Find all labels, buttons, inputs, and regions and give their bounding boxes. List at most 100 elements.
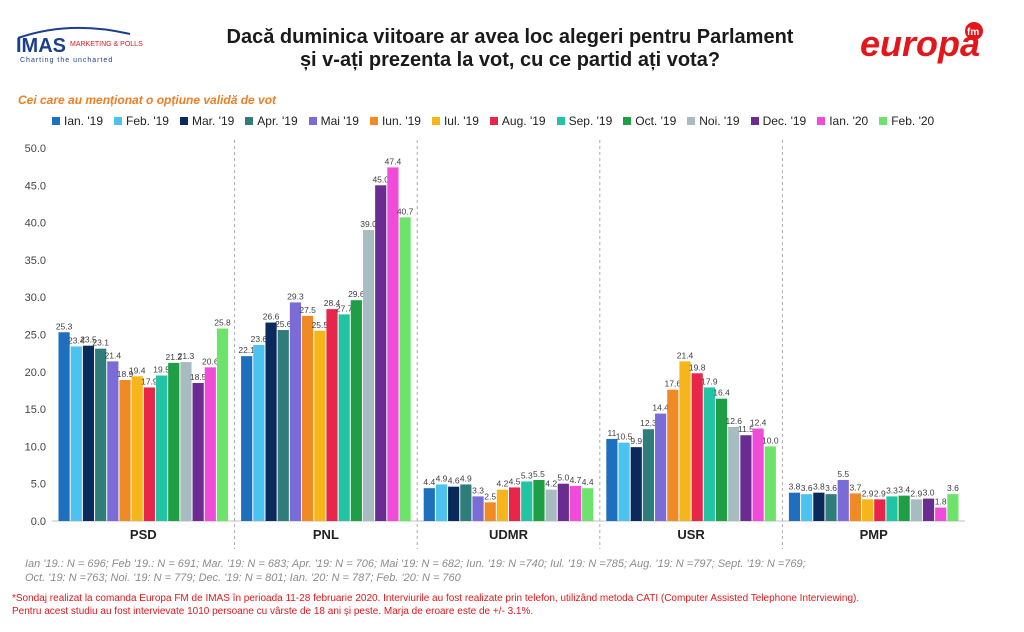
bar	[630, 447, 642, 521]
category-label: USR	[677, 527, 705, 542]
data-label: 5.0	[557, 473, 569, 483]
data-label: 21.4	[677, 350, 694, 360]
legend-swatch	[623, 117, 632, 125]
data-label: 29.6	[348, 289, 365, 299]
data-label: 40.7	[397, 206, 414, 216]
y-tick-label: 5.0	[31, 479, 46, 491]
bar	[314, 330, 326, 521]
bar	[131, 376, 143, 521]
data-label: 3.6	[825, 483, 837, 493]
legend-item: Mar. '19	[179, 114, 235, 128]
bar	[302, 315, 314, 521]
category-label: UDMR	[489, 527, 529, 542]
bar	[326, 309, 338, 521]
methodology-note: *Sondaj realizat la comanda Europa FM de…	[12, 592, 1012, 618]
legend-swatch	[369, 117, 378, 125]
data-label: 4.7	[570, 475, 582, 485]
data-label: 29.3	[287, 291, 304, 301]
bar	[119, 380, 131, 521]
bar	[606, 438, 618, 521]
bar	[874, 499, 886, 521]
y-tick-label: 35.0	[25, 255, 46, 267]
bar	[898, 495, 910, 521]
legend-swatch	[114, 117, 122, 125]
data-label: 12.4	[750, 417, 767, 427]
bar	[107, 361, 119, 521]
data-label: 19.8	[689, 362, 706, 372]
imas-logo-text: IMAS	[16, 35, 66, 57]
bar	[703, 387, 715, 521]
legend-label: Dec. '19	[762, 114, 807, 128]
legend-swatch	[308, 117, 317, 125]
data-label: 1.8	[935, 497, 947, 507]
data-label: 22.1	[238, 345, 255, 355]
bar-chart: 0.0 5.0 10.0 15.0 20.0 25.0 30.0 35.0 40.0 45.0 50…	[25, 140, 965, 549]
bar	[728, 427, 740, 521]
methodology-line-1: *Sondaj realizat la comanda Europa FM de…	[12, 593, 860, 604]
data-label: 23.4	[68, 335, 85, 345]
bar	[533, 479, 545, 521]
data-label: 28.4	[324, 298, 341, 308]
bar	[399, 217, 411, 521]
data-label: 3.6	[801, 483, 813, 493]
legend-label: Mar. '19	[191, 114, 235, 128]
bar	[375, 185, 387, 522]
data-label: 19.4	[129, 365, 146, 375]
legend-swatch	[52, 117, 60, 125]
data-label: 2.9	[874, 488, 886, 498]
legend-swatch	[245, 117, 254, 125]
legend-label: Iun. '19	[381, 114, 421, 128]
bar	[947, 494, 959, 521]
data-label: 3.3	[886, 485, 898, 495]
bar	[350, 300, 362, 521]
legend-item: Ian. '20	[817, 114, 868, 128]
data-label: 17.9	[701, 376, 718, 386]
data-label: 14.4	[652, 403, 669, 413]
bar	[509, 487, 521, 521]
bar	[801, 494, 813, 521]
data-label: 4.2	[545, 479, 557, 489]
sample-size-note: Ian '19.: N = 696; Feb '19.: N = 691; Ma…	[25, 557, 945, 585]
bar	[472, 496, 484, 521]
bar	[95, 348, 107, 521]
data-label: 45.0	[372, 174, 389, 184]
data-label: 4.9	[460, 473, 472, 483]
data-label: 9.9	[630, 436, 642, 446]
bar	[837, 479, 849, 521]
title-line-1: Dacă duminica viitoare ar avea loc alege…	[226, 26, 794, 48]
legend-label: Mai '19	[320, 114, 359, 128]
bar	[496, 489, 508, 521]
legend-item: Aug. '19	[489, 114, 546, 128]
y-tick-label: 25.0	[25, 330, 46, 342]
legend-label: Ian. '19	[64, 114, 103, 128]
bar	[58, 332, 70, 521]
bar	[788, 492, 801, 521]
imas-logo: IMAS MARKETING & POLLS Charting the unch…	[16, 26, 143, 64]
legend-item: Feb. '20	[879, 114, 934, 128]
bar	[667, 389, 679, 521]
y-tick-label: 10.0	[25, 441, 46, 453]
data-label: 4.4	[423, 477, 435, 487]
chart-legend: Ian. '19 Feb. '19 Mar. '19 Apr. '19 Mai '19 I…	[52, 114, 1012, 128]
legend-item: Oct. '19	[623, 114, 676, 128]
europa-fm-logo-text: europa	[860, 23, 980, 64]
bar	[910, 499, 922, 521]
sample-size-line-2: Oct. '19: N =763; Noi. '19: N = 779; Dec…	[25, 572, 461, 584]
bar	[862, 499, 874, 521]
data-label: 2.9	[910, 488, 922, 498]
bar	[216, 328, 229, 521]
y-tick-label: 40.0	[25, 218, 46, 230]
data-label: 10.5	[616, 432, 633, 442]
data-label: 11.5	[738, 424, 754, 434]
bar	[849, 493, 862, 521]
data-label: 2.9	[862, 488, 874, 498]
data-label: 16.4	[713, 388, 730, 398]
bar	[740, 435, 752, 521]
category-label: PNL	[313, 527, 339, 542]
bar	[521, 481, 533, 521]
data-label: 2.5	[484, 491, 496, 501]
imas-logo-sub: MARKETING & POLLS	[70, 41, 143, 48]
data-label: 3.3	[472, 485, 484, 495]
bar	[484, 502, 496, 521]
legend-swatch	[817, 117, 826, 125]
